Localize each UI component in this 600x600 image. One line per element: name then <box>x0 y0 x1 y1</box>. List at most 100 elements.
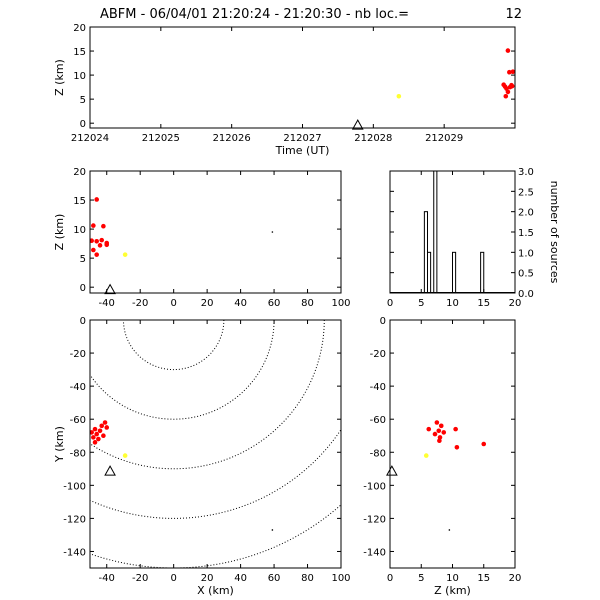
panel-x-z: -40 -20 0 20 40 60 80 100 0 5 10 15 20 Z (km) <box>53 167 351 309</box>
y-tick-label: 15 <box>73 47 86 58</box>
station-triangle <box>104 283 116 295</box>
histogram-bar <box>427 251 432 294</box>
histogram-bars <box>390 170 515 294</box>
x-tick-label: 212025 <box>142 133 180 144</box>
x-tick-label: 5 <box>418 573 424 584</box>
source-point <box>510 69 515 75</box>
x-tick-label: 40 <box>234 298 247 309</box>
x-tick-label: 0 <box>387 573 393 584</box>
y-tick-label: 0 <box>380 316 386 327</box>
panel-z-y: 0 5 10 15 20 -140 -120 -100 -80 -60 -40 -20 0 Z (km) <box>363 316 521 597</box>
x-tick-label: -20 <box>132 573 148 584</box>
x-tick-label: 10 <box>446 573 459 584</box>
range-rings <box>90 320 341 568</box>
y-tick-label: -60 <box>70 415 86 426</box>
y-tick-label: 10 <box>73 71 86 82</box>
x-tick-label: 212027 <box>283 133 321 144</box>
y-tick-label: 20 <box>73 167 86 178</box>
source-point <box>101 433 106 439</box>
source-points <box>396 48 515 99</box>
histogram-bar <box>480 251 485 294</box>
y-tick-label: -40 <box>70 382 86 393</box>
y-tick-label: 0 <box>80 283 86 294</box>
source-point-early <box>122 453 128 458</box>
source-point <box>434 420 440 425</box>
source-point <box>505 89 511 95</box>
x-tick-label: 60 <box>268 298 281 309</box>
y-tick-label: -60 <box>370 415 386 426</box>
source-point <box>441 430 447 435</box>
source-points <box>90 420 128 458</box>
range-ring <box>122 320 225 371</box>
plot-frame <box>89 170 342 294</box>
x-tick-label: 20 <box>509 573 522 584</box>
x-tick-label: 20 <box>201 573 214 584</box>
y-tick-label: -20 <box>70 349 86 360</box>
y-tick-label: -20 <box>370 349 386 360</box>
source-point <box>104 242 110 248</box>
x-axis-label: Z (km) <box>434 584 471 597</box>
y-tick-label: 2.0 <box>518 208 534 219</box>
x-tick-label: 100 <box>331 298 350 309</box>
x-tick-label: 212026 <box>213 133 251 144</box>
y-tick-label: -140 <box>63 547 86 558</box>
x-tick-label: 15 <box>477 298 490 309</box>
x-tick-label: 0 <box>170 298 176 309</box>
source-point <box>481 441 487 447</box>
y-tick-label: 0 <box>80 316 86 327</box>
x-tick-label: 10 <box>446 298 459 309</box>
x-tick-label: 0 <box>387 298 393 309</box>
source-point <box>454 445 460 450</box>
x-tick-label: 15 <box>477 573 490 584</box>
source-point <box>509 82 514 88</box>
source-point <box>507 69 512 75</box>
source-point <box>438 423 444 429</box>
source-points <box>90 197 128 257</box>
source-point <box>505 48 511 53</box>
y-tick-label: 10 <box>73 225 86 236</box>
y-tick-label: -120 <box>363 514 386 525</box>
source-point <box>104 425 110 430</box>
x-tick-label: -20 <box>132 298 148 309</box>
y-axis-label: number of sources <box>548 181 561 284</box>
y-tick-label: -100 <box>63 481 86 492</box>
source-point <box>94 431 99 437</box>
source-point <box>503 93 509 99</box>
x-tick-label: 0 <box>170 573 176 584</box>
x-tick-label: 212028 <box>354 133 392 144</box>
y-tick-label: -80 <box>70 448 86 459</box>
y-tick-label: 0.5 <box>518 269 534 280</box>
x-tick-label: 212029 <box>425 133 463 144</box>
x-tick-label: 40 <box>234 573 247 584</box>
plot-frame <box>89 319 342 569</box>
panel-z-histogram: 0 5 10 15 200.0 0.5 1.0 1.5 2.0 2.5 3.0 number of s… <box>387 167 561 309</box>
x-tick-label: 100 <box>331 573 350 584</box>
y-tick-label: 1.5 <box>518 228 534 239</box>
y-tick-label: -40 <box>370 382 386 393</box>
source-point <box>432 431 438 437</box>
source-point <box>94 252 99 257</box>
y-tick-label: -100 <box>363 481 386 492</box>
x-tick-label: 80 <box>301 573 314 584</box>
source-point <box>453 426 458 432</box>
figure-title: ABFM - 06/04/01 21:20:24 - 21:20:30 - nb… <box>100 7 409 22</box>
source-point <box>90 238 94 244</box>
x-tick-label: 80 <box>301 298 314 309</box>
source-point <box>94 238 99 244</box>
y-tick-label: 2.5 <box>518 187 534 198</box>
y-tick-label: 1.0 <box>518 248 534 259</box>
reference-dot <box>271 231 274 233</box>
source-point <box>90 430 94 435</box>
figure-count: 12 <box>505 7 522 22</box>
y-axis-label: Z (km) <box>53 59 66 96</box>
histogram-bar <box>433 170 438 294</box>
x-tick-label: 20 <box>509 298 522 309</box>
x-tick-label: -40 <box>99 573 115 584</box>
reference-dot <box>271 529 274 531</box>
y-tick-label: 20 <box>73 23 86 34</box>
source-point <box>437 438 442 443</box>
y-tick-label: 3.0 <box>518 167 534 178</box>
y-tick-label: 15 <box>73 196 86 207</box>
source-point <box>436 428 442 434</box>
